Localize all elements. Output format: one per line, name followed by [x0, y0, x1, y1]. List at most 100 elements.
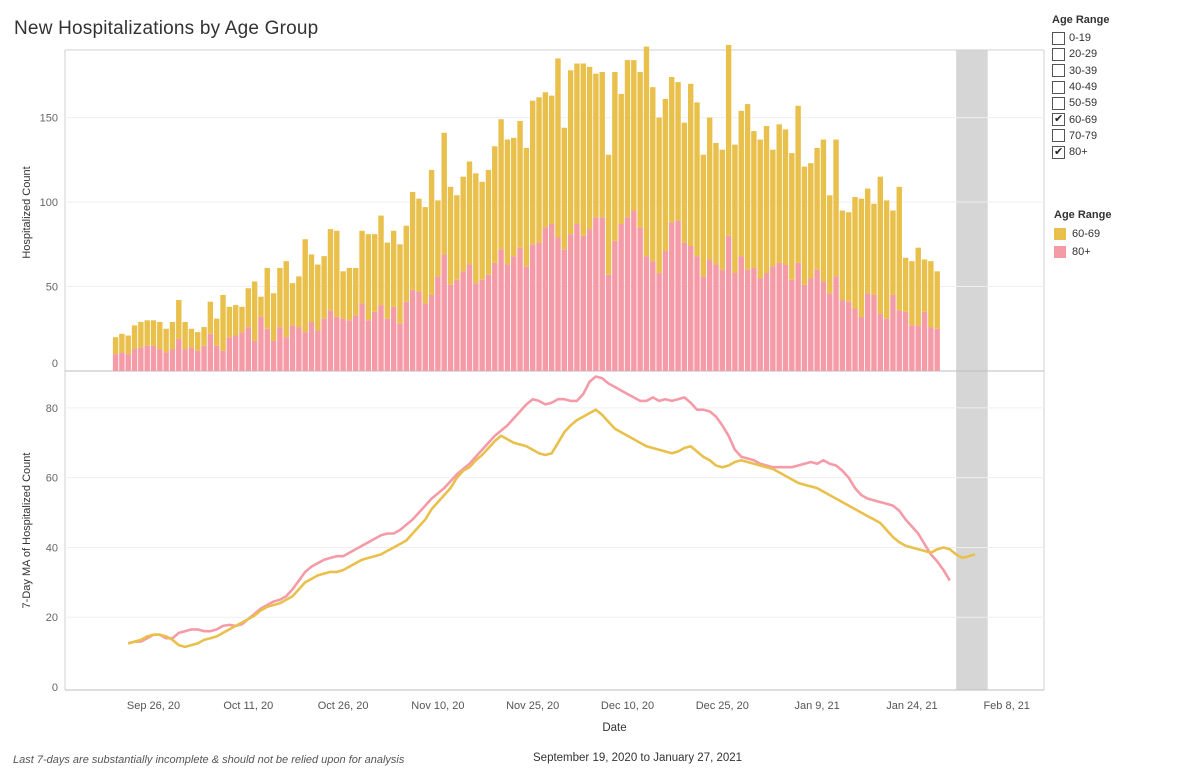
checkbox[interactable]: [1052, 145, 1065, 159]
bar-80plus: [902, 311, 909, 371]
color-legend-title: Age Range: [1054, 209, 1112, 221]
bar-60-69: [384, 242, 391, 319]
bar-80plus: [681, 242, 688, 371]
bar-80plus: [542, 227, 549, 371]
bar-60-69: [239, 306, 245, 333]
bar-80plus: [523, 266, 530, 371]
bar-80plus: [864, 293, 871, 371]
filter-option-40-49[interactable]: 40-49: [1052, 79, 1097, 95]
bar-60-69: [561, 127, 568, 250]
bar-60-69: [119, 333, 125, 353]
filter-option-80+[interactable]: 80+: [1052, 144, 1097, 160]
color-legend: 60-69 80+: [1054, 225, 1100, 261]
checkbox[interactable]: [1052, 80, 1065, 94]
filter-option-20-29[interactable]: 20-29: [1052, 46, 1097, 62]
checkbox[interactable]: [1052, 96, 1065, 110]
bar-80plus: [188, 347, 195, 371]
filter-option-label: 60-69: [1069, 113, 1098, 126]
bar-60-69: [365, 234, 372, 321]
bar-60-69: [226, 306, 233, 338]
checkbox[interactable]: [1052, 112, 1065, 127]
bar-80plus: [397, 323, 403, 371]
bar-60-69: [283, 261, 289, 338]
filter-option-label: 80+: [1069, 146, 1088, 159]
bar-60-69: [542, 92, 549, 228]
bar-60-69: [213, 318, 220, 346]
bar-60-69: [845, 212, 852, 302]
bar-60-69: [492, 146, 498, 263]
bar-80plus: [871, 294, 877, 371]
bar-60-69: [169, 322, 176, 350]
bar-80plus: [574, 224, 580, 371]
bar-80plus: [390, 306, 397, 371]
bar-80plus: [915, 325, 921, 371]
bar-60-69: [871, 203, 877, 295]
bar-60-69: [466, 161, 473, 265]
bar-60-69: [631, 60, 637, 211]
bar-80plus: [669, 222, 675, 371]
checkbox[interactable]: [1052, 47, 1065, 61]
bar-60-69: [447, 186, 454, 285]
bar-80plus: [150, 345, 157, 371]
bar-60-69: [296, 276, 302, 328]
bar-60-69: [157, 322, 163, 350]
legend-item-80+: 80+: [1054, 243, 1100, 261]
bar-80plus: [763, 273, 770, 371]
filter-option-60-69[interactable]: 60-69: [1052, 111, 1097, 127]
bar-60-69: [270, 293, 277, 341]
filter-option-70-79[interactable]: 70-79: [1052, 128, 1097, 144]
bar-80plus: [845, 301, 852, 371]
bar-80plus: [340, 318, 346, 371]
bar-60-69: [801, 166, 808, 285]
filter-option-label: 70-79: [1069, 129, 1098, 142]
bar-80plus: [852, 308, 858, 371]
bar-80plus: [428, 294, 435, 371]
bar-80plus: [833, 276, 839, 371]
x-axis-title: Date: [602, 722, 626, 734]
bar-80plus: [144, 345, 150, 371]
bar-80plus: [517, 247, 523, 371]
bar-60-69: [915, 247, 921, 326]
bar-60-69: [460, 176, 466, 272]
age-range-filter[interactable]: 0-19 20-29 30-39 40-49 50-59 60-69 70-79 80+: [1052, 30, 1097, 160]
bar-60-69: [258, 296, 264, 317]
bar-60-69: [567, 70, 574, 235]
bar-80plus: [650, 261, 656, 371]
bar-80plus: [801, 284, 808, 371]
bar-80plus: [624, 217, 631, 371]
bar-80plus: [384, 318, 391, 371]
bar-80plus: [934, 328, 940, 371]
bar-80plus: [751, 267, 757, 371]
checkbox[interactable]: [1052, 129, 1065, 143]
filter-option-0-19[interactable]: 0-19: [1052, 30, 1097, 46]
bar-60-69: [277, 267, 283, 328]
bar-60-69: [409, 191, 416, 290]
bar-60-69: [934, 271, 940, 329]
bar-80plus: [738, 256, 744, 371]
filter-option-30-39[interactable]: 30-39: [1052, 63, 1097, 79]
bar-80plus: [232, 335, 239, 371]
filter-option-50-59[interactable]: 50-59: [1052, 95, 1097, 111]
bar-80plus: [176, 338, 182, 371]
bar-60-69: [732, 144, 738, 274]
checkbox[interactable]: [1052, 64, 1065, 78]
checkbox[interactable]: [1052, 31, 1065, 45]
bar-80plus: [283, 337, 289, 371]
bar-80plus: [359, 303, 365, 371]
filter-option-label: 20-29: [1069, 48, 1098, 61]
bar-60-69: [144, 320, 150, 346]
bar-80plus: [580, 235, 586, 371]
bar-80plus: [403, 301, 410, 371]
bar-60-69: [428, 169, 435, 295]
bar-60-69: [195, 332, 201, 351]
filter-title: Age Range: [1052, 14, 1110, 26]
bar-60-69: [928, 261, 934, 328]
y-axis-title: 7-Day MA of Hospitalized Count: [21, 453, 33, 609]
bar-80plus: [239, 332, 245, 371]
bar-60-69: [706, 117, 713, 260]
bar-80plus: [928, 327, 934, 371]
bar-60-69: [637, 71, 643, 228]
bar-80plus: [460, 271, 466, 371]
bar-80plus: [492, 262, 498, 371]
